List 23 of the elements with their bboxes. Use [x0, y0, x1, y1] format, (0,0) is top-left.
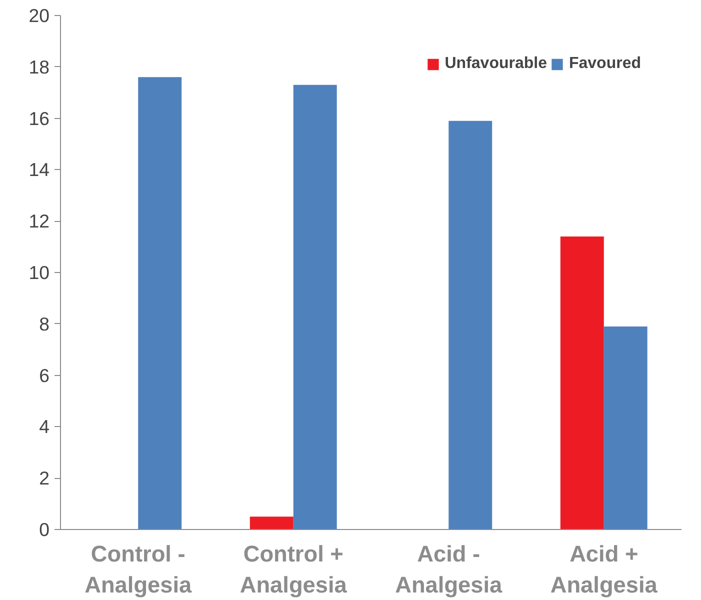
y-tick-label: 16 [28, 108, 50, 129]
y-tick-label: 14 [28, 159, 50, 180]
y-tick-label: 2 [39, 468, 50, 489]
y-tick-label: 8 [39, 313, 50, 334]
legend-label: Favoured [568, 55, 641, 73]
legend-label: Unfavourable [444, 55, 547, 73]
y-tick-label: 6 [39, 364, 50, 386]
bar [604, 326, 648, 530]
x-tick-label: Acid + Analgesia [550, 540, 658, 598]
bar [250, 516, 294, 530]
y-tick-label: 20 [28, 5, 50, 26]
y-tick-label: 18 [28, 56, 50, 78]
bar [138, 77, 182, 530]
bar [448, 120, 492, 530]
x-tick-label: Acid - Analgesia [395, 540, 503, 598]
bar [560, 236, 604, 530]
bar [293, 84, 337, 530]
y-tick-label: 12 [28, 210, 50, 232]
x-tick-label: Control - Analgesia [84, 540, 192, 598]
x-tick-label: Control + Analgesia [240, 540, 348, 598]
y-tick-label: 0 [39, 519, 50, 540]
y-tick-label: 10 [28, 262, 50, 283]
y-tick-label: 4 [39, 416, 50, 438]
